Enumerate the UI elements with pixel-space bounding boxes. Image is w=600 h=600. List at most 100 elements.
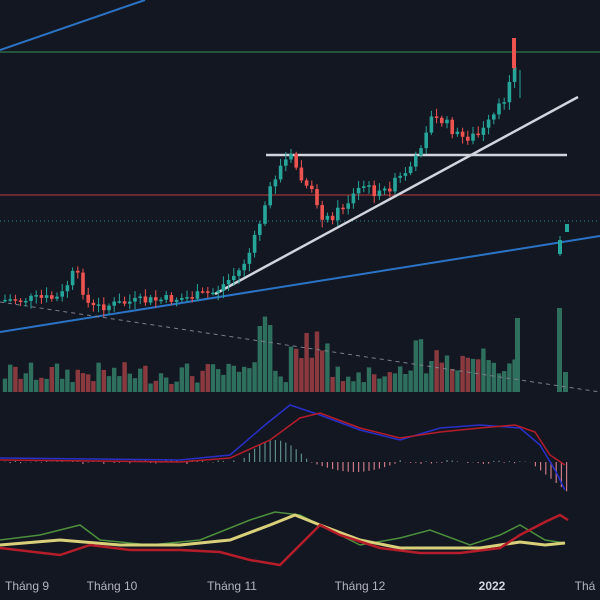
candle-body — [185, 297, 189, 299]
volume-bar — [299, 358, 304, 392]
volume-bar — [200, 370, 205, 392]
candle-body — [122, 301, 127, 304]
volume-bar — [231, 365, 236, 392]
candle-body — [356, 187, 361, 194]
volume-bar — [112, 367, 117, 392]
volume-bar — [164, 377, 169, 392]
candle-body — [200, 291, 205, 293]
candle-body — [476, 133, 480, 136]
candle-body — [273, 179, 278, 187]
candle-body — [102, 304, 106, 311]
volume-bar — [351, 381, 356, 392]
volume-bar — [18, 378, 23, 392]
volume-bar — [158, 373, 164, 392]
volume-bar — [557, 308, 562, 392]
volume-bar — [226, 363, 231, 392]
candle-body — [211, 292, 215, 295]
volume-bar — [294, 348, 299, 392]
candle-body — [138, 296, 142, 299]
volume-bar — [455, 370, 460, 392]
volume-bar — [174, 381, 179, 392]
volume-bar — [320, 350, 325, 392]
volume-bar — [39, 377, 44, 392]
horizontal-levels — [0, 51, 600, 222]
candle-body — [471, 133, 475, 141]
candle-body — [512, 38, 516, 68]
candle-body — [294, 153, 298, 168]
volume-bar — [8, 364, 13, 392]
candle-body — [382, 188, 387, 191]
volume-bar — [465, 357, 470, 392]
candle-body — [247, 252, 252, 264]
candle-body — [497, 103, 501, 115]
candle-body — [486, 119, 491, 128]
volume-bar — [65, 369, 70, 392]
candle-body — [455, 131, 460, 135]
candle-body — [299, 167, 304, 181]
candles — [3, 38, 569, 317]
signal-line — [0, 412, 566, 466]
volume-bar — [153, 380, 158, 392]
volume-bar — [278, 376, 283, 392]
volume-bar — [361, 382, 366, 392]
volume-bar — [314, 331, 320, 392]
candle-body — [263, 205, 267, 224]
candle-body — [403, 173, 408, 176]
volume-bar — [372, 374, 377, 392]
trendlines — [0, 0, 600, 393]
candle-body — [24, 300, 28, 303]
candle-body — [29, 295, 33, 301]
volume-bar — [496, 373, 502, 392]
x-axis: Tháng 9 Tháng 10 Tháng 11 Tháng 12 2022 Thá — [5, 579, 596, 593]
volume-bar — [507, 363, 512, 392]
macd-panel — [0, 404, 568, 492]
candle-body — [492, 114, 496, 120]
candle-body — [284, 159, 288, 166]
candle-body — [128, 301, 132, 304]
candle-body — [372, 185, 376, 197]
volume-bar — [96, 362, 101, 392]
volume-bar — [512, 359, 517, 392]
volume-bar — [60, 378, 65, 392]
candle-body — [195, 291, 200, 299]
volume-bar — [101, 369, 106, 392]
candle-body — [278, 165, 283, 180]
volume-bar — [325, 343, 330, 392]
volume-bar — [195, 382, 200, 392]
candle-body — [320, 205, 324, 220]
candle-body — [558, 240, 562, 254]
volume-bar — [377, 378, 382, 392]
candle-body — [507, 81, 512, 103]
candle-body — [408, 166, 413, 174]
candle-body — [351, 193, 356, 204]
candle-body — [13, 299, 18, 301]
candle-body — [393, 177, 397, 192]
candle-body — [434, 116, 439, 118]
volume-bar — [486, 360, 491, 392]
volume-bar — [221, 374, 226, 392]
candle-body — [164, 295, 168, 300]
volume-bar — [408, 370, 413, 392]
volume-bar — [216, 369, 221, 392]
candle-body — [206, 291, 210, 293]
volume-bar — [242, 366, 247, 392]
volume-bar — [403, 373, 408, 392]
x-axis-tick-label: Tháng 11 — [207, 579, 257, 593]
candle-body — [440, 117, 444, 124]
candle-body — [325, 215, 330, 220]
volume-bar — [515, 318, 520, 392]
candle-body — [252, 234, 257, 253]
candle-body — [34, 295, 38, 297]
volume-bar — [80, 373, 86, 392]
volume-bar — [429, 361, 434, 392]
trendline-white-support — [214, 95, 579, 296]
volume-bar — [138, 368, 143, 392]
volume-bar — [262, 316, 268, 392]
volume-bar — [340, 381, 346, 392]
candle-body — [289, 153, 293, 160]
x-axis-tick-label: Tháng 9 — [5, 579, 49, 593]
volume-bar — [70, 382, 75, 392]
candle-body — [81, 272, 85, 295]
